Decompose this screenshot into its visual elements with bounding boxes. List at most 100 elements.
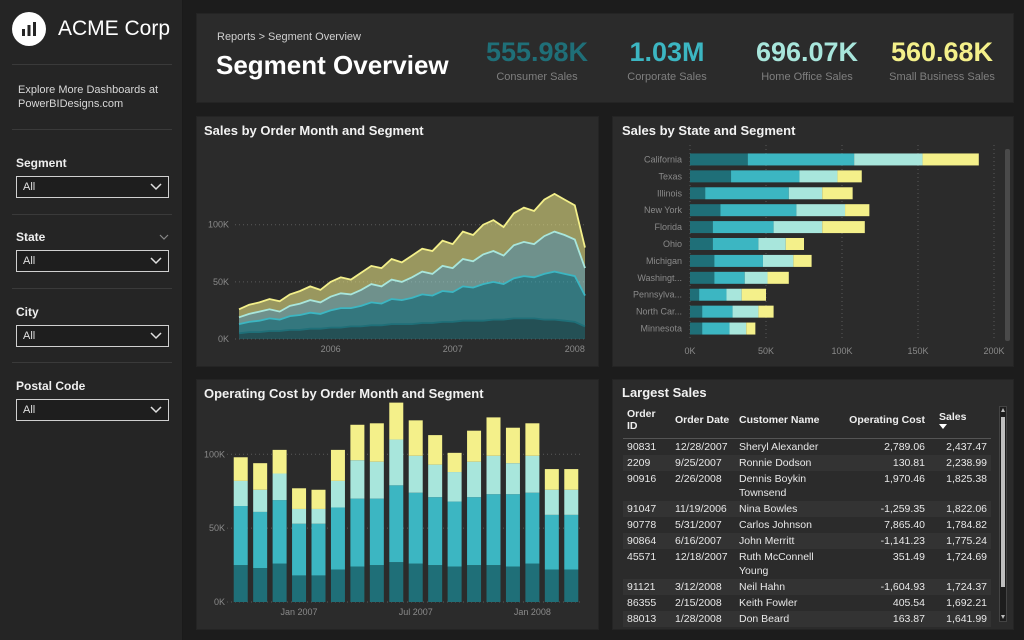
chevron-up-icon[interactable] [1001,408,1005,412]
bar-small-business [845,204,870,217]
table-row[interactable]: 90916 2/26/2008 Dennis Boykin Townsend 1,97… [623,471,991,501]
column-small-business [564,469,579,490]
sales-by-state-bar-chart[interactable]: 0K 50K 100K 150K 200K California Texas Illinois… [613,117,1015,368]
bar-corporate [712,221,774,234]
chevron-down-icon [150,183,162,191]
chevron-down-icon[interactable] [159,234,169,240]
city-dropdown[interactable]: All [16,325,169,347]
column-consumer [350,566,365,602]
column-home-office [292,508,307,524]
cell-customer-name: Ruth McConnell Young [739,551,814,577]
bar-consumer [690,153,748,166]
cell-operating-cost: 1,970.46 [884,473,925,485]
slicer-label: State [16,230,169,244]
col-sales[interactable]: Sales [929,406,991,439]
col-order-id[interactable]: Order ID [623,406,671,439]
slicer-label: Segment [16,156,67,170]
chart-scrollbar [1005,149,1010,341]
column-corporate [272,500,287,564]
bar-home-office [732,305,759,318]
page-title: Segment Overview [216,50,449,80]
sales-by-month-area-chart[interactable]: 0K 50K 100K 2006 2007 2008 [197,117,600,368]
bar-small-business [746,322,756,335]
table-row[interactable]: 45571 12/18/2007 Ruth McConnell Young 351.4… [623,549,991,579]
cell-customer-name: Carlos Johnson [739,519,812,531]
cell-order-date: 11/19/2006 [671,501,735,517]
cell-sales: 1,724.37 [929,579,991,595]
column-consumer [428,565,443,602]
state-dropdown[interactable]: All [16,250,169,272]
brand[interactable]: ACME Corp [12,12,170,46]
slicer-label: City [16,305,39,319]
col-customer-name[interactable]: Customer Name [735,406,843,439]
cell-customer-name: Keith Fowler [739,597,798,609]
bar-consumer [690,271,715,284]
explore-link[interactable]: Explore More Dashboards at PowerBIDesign… [18,84,159,110]
column-corporate [564,514,579,570]
bar-small-business [822,187,853,200]
table-row[interactable]: 91121 3/12/2008 Neil Hahn -1,604.93 1,724.37 [623,579,991,595]
cell-operating-cost: 130.81 [843,455,929,471]
col-operating-cost[interactable]: Operating Cost [843,406,929,439]
table-row[interactable]: 90864 6/16/2007 John Merritt -1,141.23 1,775… [623,533,991,549]
col-order-date[interactable]: Order Date [671,406,735,439]
chevron-down-icon[interactable] [1001,615,1005,619]
cell-operating-cost: 2,789.06 [884,441,925,453]
table-row[interactable]: 90831 12/28/2007 Sheryl Alexander 2,789.06 2… [623,439,991,456]
column-home-office [233,480,248,506]
cell-sales: 2,238.99 [929,455,991,471]
column-corporate [525,492,540,564]
cell-customer-name: Nina Bowles [735,501,843,517]
x-tick-label: Jan 2008 [514,607,551,617]
column-home-office [447,472,462,502]
x-tick-label: 0K [684,346,695,356]
scroll-thumb[interactable] [1001,417,1005,587]
cell-order-id: 86355 [627,597,657,609]
col-sales-label: Sales [939,411,967,423]
chevron-down-icon [150,332,162,340]
table-row[interactable]: 86355 2/15/2008 Keith Fowler 405.54 1,692.21 [623,595,991,611]
cell-order-id: 90864 [623,533,671,549]
bar-small-business [837,170,862,183]
column-small-business [350,424,365,461]
column-corporate [447,501,462,567]
table-scrollbar[interactable] [999,406,1007,622]
bar-home-office [758,238,786,250]
sort-desc-icon [939,424,947,429]
divider [12,362,172,363]
kpi-label: Consumer Sales [496,71,578,83]
bar-consumer [690,322,703,335]
postal-code-dropdown[interactable]: All [16,399,169,421]
breadcrumb[interactable]: Reports > Segment Overview [217,31,361,43]
column-small-business [525,423,540,456]
cell-order-id: 91121 [623,579,671,595]
column-corporate [369,498,384,566]
category-label: Minnesota [640,324,682,334]
column-small-business [408,420,423,456]
column-corporate [486,494,501,566]
cell-sales: 1,692.21 [946,597,987,609]
kpi-label: Small Business Sales [889,71,995,83]
divider [12,288,172,289]
segment-dropdown[interactable]: All [16,176,169,198]
category-label: Illinois [657,188,683,198]
column-corporate [428,497,443,566]
largest-sales-panel: Largest Sales Order ID Order Date Custom… [612,379,1014,630]
kpi-small-business-sales: 560.68K Small Business Sales [877,36,1007,83]
area-corporate [239,271,585,334]
table-row[interactable]: 88013 1/28/2008 Don Beard 163.87 1,641.99 [623,611,991,627]
table-row[interactable]: 91047 11/19/2006 Nina Bowles -1,259.35 1,822… [623,501,991,517]
table-row[interactable]: 90778 5/31/2007 Carlos Johnson 7,865.40 1,78… [623,517,991,533]
bar-consumer [690,305,703,318]
cell-order-date: 3/12/2008 [671,579,735,595]
operating-cost-column-chart[interactable]: 0K 50K 100K Jan 2007 Jul 2007 Jan 2008 [197,380,600,631]
operating-cost-panel: Operating Cost by Order Month and Segmen… [196,379,599,630]
column-home-office [408,455,423,493]
column-consumer [330,569,345,602]
table-row[interactable]: 2209 9/25/2007 Ronnie Dodson 130.81 2,238.99 [623,455,991,471]
cell-customer-name: John Merritt [735,533,843,549]
bar-home-office [854,153,923,166]
column-small-business [233,457,248,481]
cell-order-date: 2/26/2008 [675,473,722,485]
cell-order-date: 1/28/2008 [671,611,735,627]
